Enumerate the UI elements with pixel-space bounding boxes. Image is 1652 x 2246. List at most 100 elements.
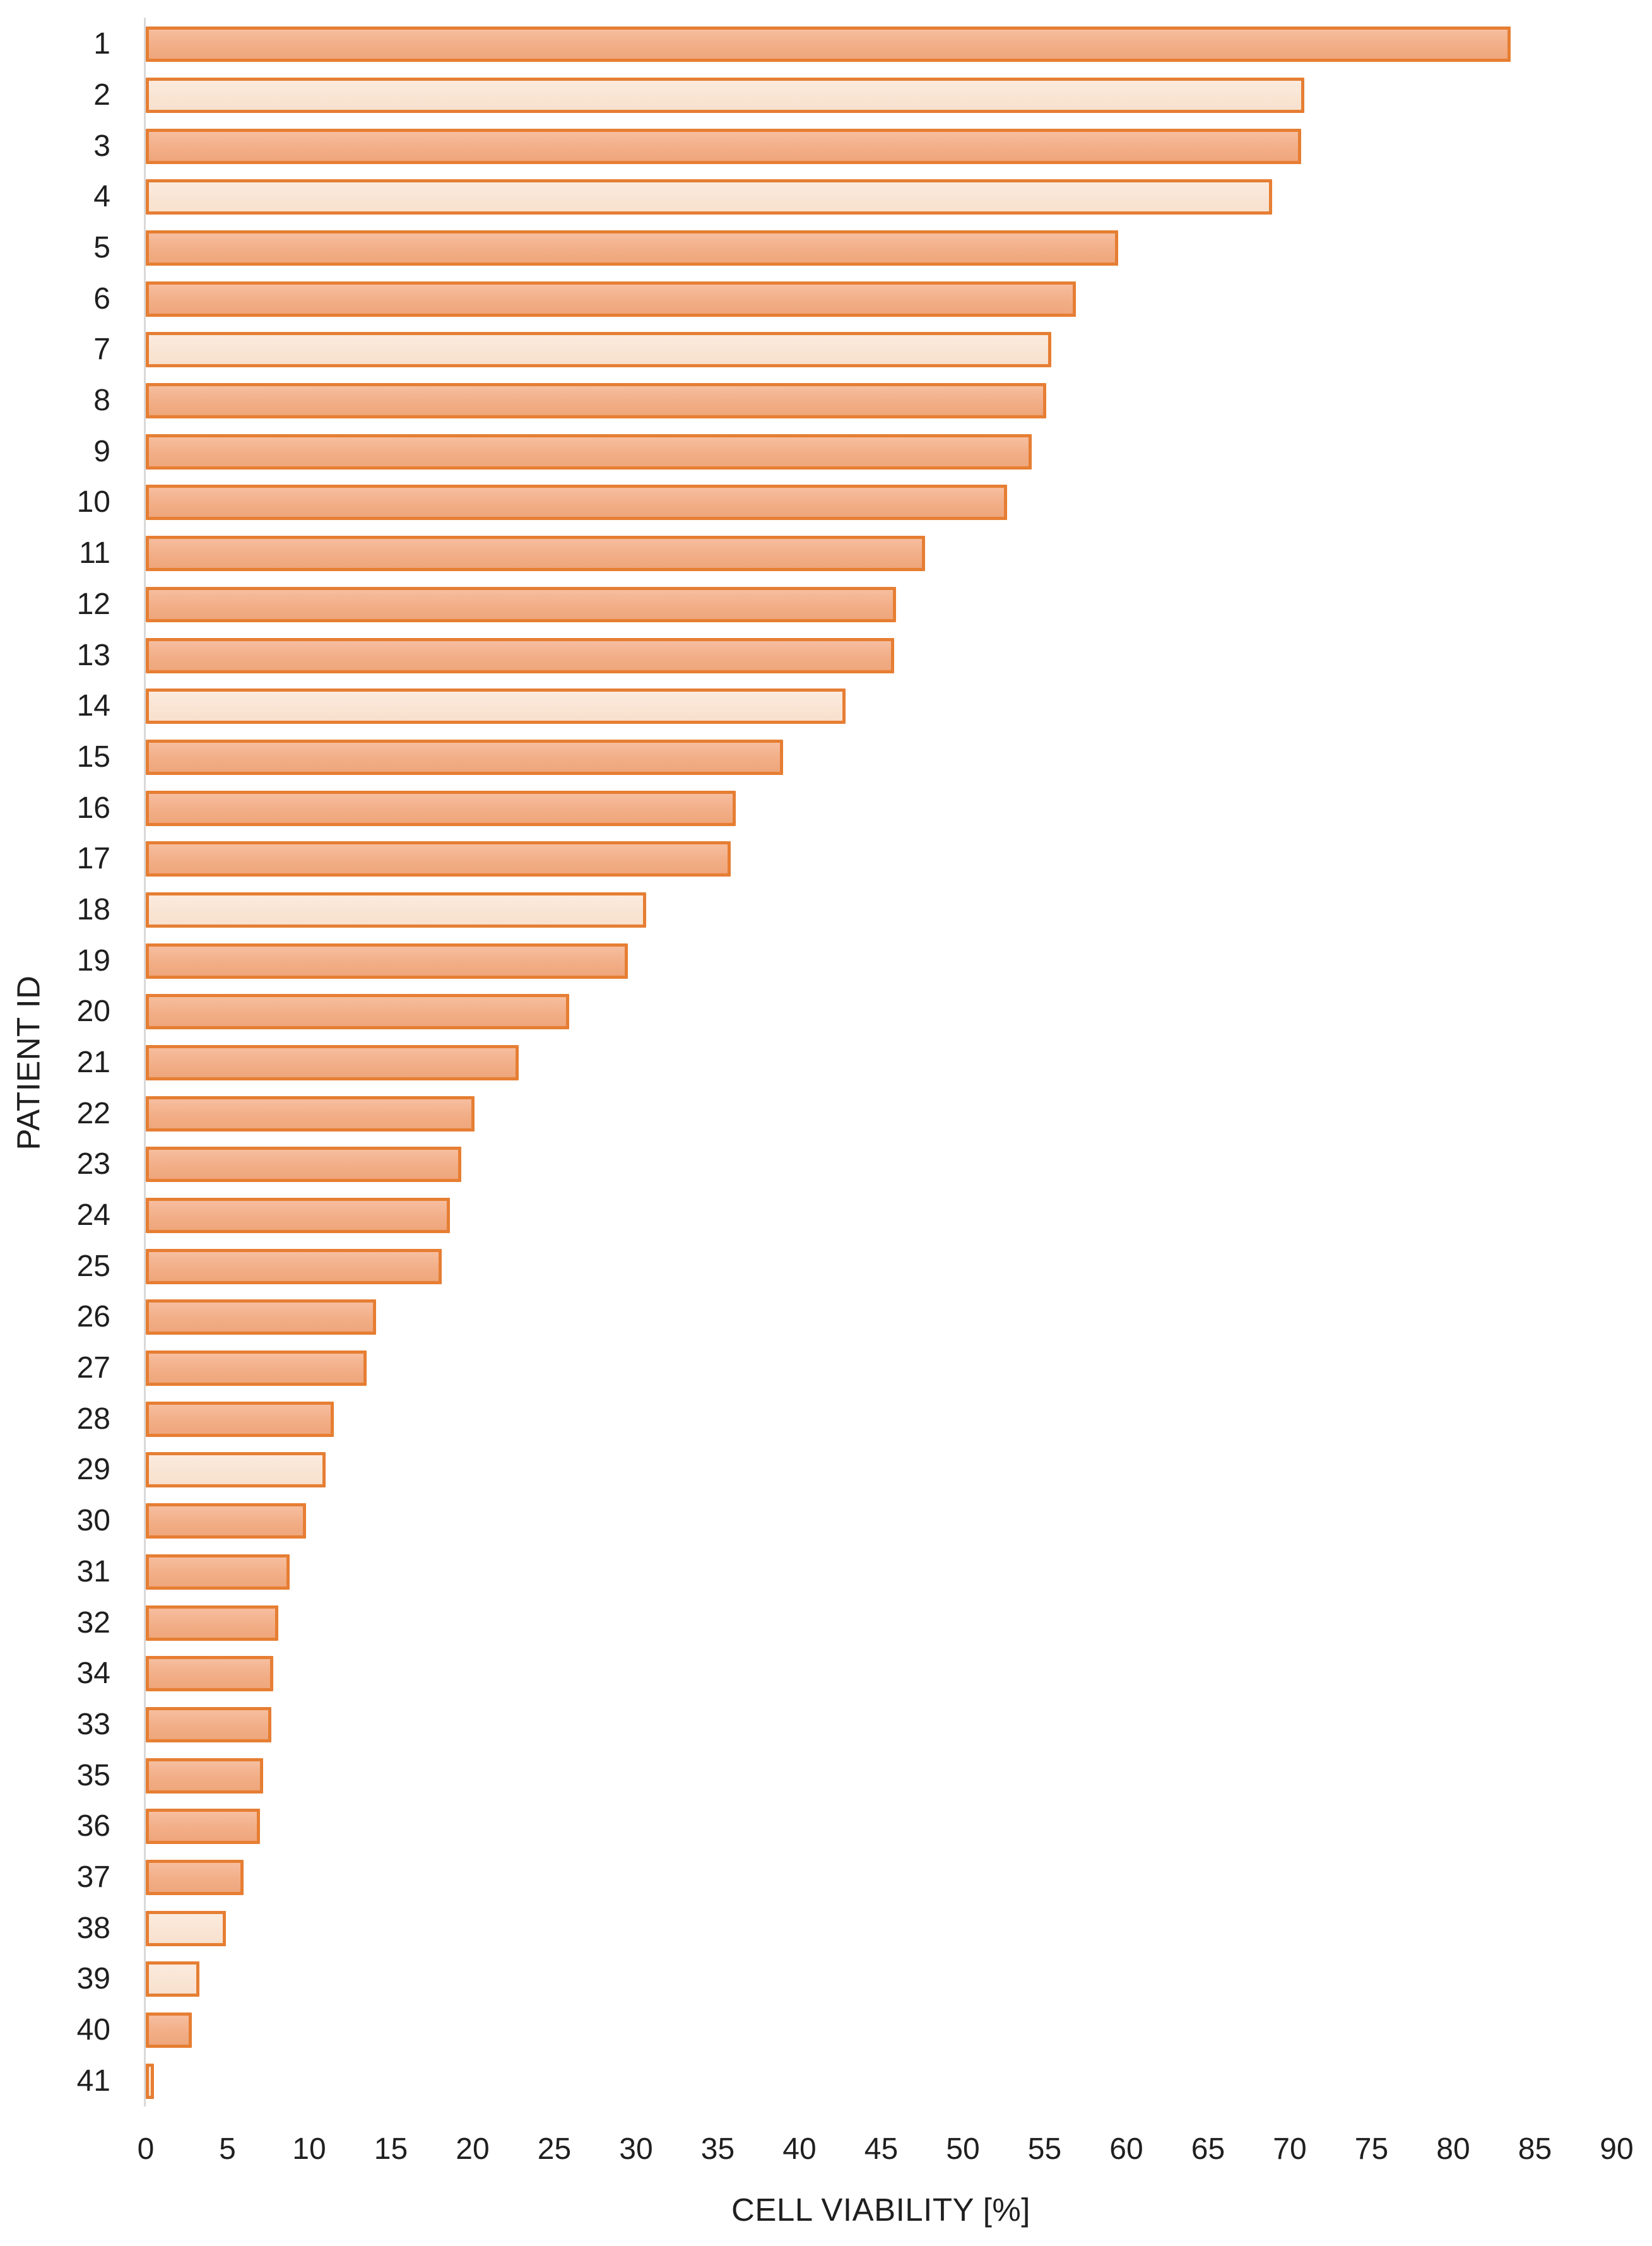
y-label-patient-30: 30 (76, 1504, 110, 1538)
x-tick-60: 60 (1109, 2132, 1143, 2166)
x-tick-0: 0 (137, 2132, 155, 2166)
y-label-patient-10: 10 (76, 485, 110, 519)
y-label-patient-17: 17 (76, 842, 110, 876)
y-label-patient-26: 26 (76, 1300, 110, 1334)
y-label-patient-20: 20 (76, 995, 110, 1029)
bar-patient-20 (146, 994, 569, 1030)
y-label-patient-12: 12 (76, 587, 110, 621)
bar-patient-38 (146, 1910, 226, 1946)
y-label-patient-35: 35 (76, 1758, 110, 1792)
y-label-patient-14: 14 (76, 689, 110, 723)
y-label-patient-34: 34 (76, 1657, 110, 1691)
y-label-patient-13: 13 (76, 638, 110, 672)
bar-patient-18 (146, 892, 646, 928)
y-label-patient-11: 11 (79, 536, 110, 570)
x-tick-85: 85 (1518, 2132, 1552, 2166)
x-tick-10: 10 (292, 2132, 326, 2166)
bar-patient-15 (146, 739, 784, 775)
x-tick-15: 15 (374, 2132, 408, 2166)
y-label-patient-40: 40 (76, 2013, 110, 2047)
bar-patient-27 (146, 1351, 367, 1386)
y-label-patient-29: 29 (76, 1453, 110, 1487)
bar-patient-11 (146, 536, 926, 572)
x-tick-80: 80 (1436, 2132, 1470, 2166)
x-tick-55: 55 (1027, 2132, 1062, 2166)
y-label-patient-3: 3 (93, 129, 110, 163)
y-label-patient-1: 1 (93, 27, 110, 61)
bar-patient-33 (146, 1706, 272, 1742)
bar-patient-28 (146, 1401, 334, 1437)
x-tick-25: 25 (537, 2132, 572, 2166)
bar-patient-22 (146, 1096, 475, 1132)
bar-patient-24 (146, 1198, 450, 1234)
y-label-patient-28: 28 (76, 1402, 110, 1436)
y-label-patient-31: 31 (76, 1554, 110, 1588)
bar-patient-3 (146, 128, 1302, 164)
y-label-patient-33: 33 (76, 1707, 110, 1741)
x-tick-5: 5 (219, 2132, 236, 2166)
bar-patient-1 (146, 27, 1511, 62)
y-label-patient-5: 5 (93, 231, 110, 265)
bar-patient-12 (146, 586, 896, 622)
bar-patient-36 (146, 1809, 261, 1845)
y-label-patient-27: 27 (76, 1351, 110, 1385)
x-tick-90: 90 (1600, 2132, 1634, 2166)
y-label-patient-18: 18 (76, 892, 110, 926)
y-label-patient-2: 2 (93, 78, 110, 112)
bar-patient-35 (146, 1758, 264, 1794)
y-label-patient-21: 21 (76, 1046, 110, 1079)
y-label-patient-32: 32 (76, 1605, 110, 1640)
bar-patient-5 (146, 230, 1119, 266)
x-tick-40: 40 (782, 2132, 817, 2166)
bar-patient-41 (146, 2063, 154, 2099)
bar-patient-40 (146, 2012, 192, 2048)
x-tick-65: 65 (1191, 2132, 1225, 2166)
bar-patient-29 (146, 1452, 326, 1488)
bar-patient-7 (146, 332, 1051, 368)
bar-patient-34 (146, 1656, 274, 1692)
bar-patient-8 (146, 383, 1047, 419)
y-label-patient-38: 38 (76, 1911, 110, 1945)
x-tick-70: 70 (1273, 2132, 1307, 2166)
bar-patient-14 (146, 689, 846, 724)
y-label-patient-4: 4 (93, 180, 110, 214)
bar-patient-23 (146, 1147, 461, 1183)
x-tick-45: 45 (864, 2132, 899, 2166)
bar-patient-19 (146, 943, 628, 979)
bar-patient-26 (146, 1299, 377, 1335)
x-axis-title: CELL VIABILITY [%] (731, 2192, 1030, 2228)
bar-patient-2 (146, 78, 1305, 114)
bar-patient-39 (146, 1961, 200, 1997)
bar-patient-30 (146, 1503, 306, 1539)
bar-patient-21 (146, 1045, 519, 1080)
y-label-patient-23: 23 (76, 1147, 110, 1181)
y-axis-line (144, 18, 146, 2107)
y-label-patient-6: 6 (93, 281, 110, 316)
x-tick-50: 50 (946, 2132, 980, 2166)
bar-patient-13 (146, 637, 895, 673)
bar-patient-4 (146, 179, 1272, 215)
bar-patient-32 (146, 1605, 278, 1641)
bar-patient-31 (146, 1554, 290, 1590)
y-label-patient-16: 16 (76, 791, 110, 825)
y-label-patient-15: 15 (76, 740, 110, 774)
bar-patient-37 (146, 1859, 244, 1895)
bar-patient-9 (146, 434, 1032, 470)
y-label-patient-36: 36 (76, 1809, 110, 1843)
bar-patient-6 (146, 281, 1076, 317)
y-label-patient-8: 8 (93, 384, 110, 418)
y-label-patient-24: 24 (76, 1198, 110, 1232)
x-tick-20: 20 (456, 2132, 490, 2166)
x-tick-75: 75 (1354, 2132, 1389, 2166)
y-label-patient-7: 7 (93, 333, 110, 367)
y-label-patient-39: 39 (76, 1962, 110, 1996)
y-label-patient-22: 22 (76, 1096, 110, 1130)
y-label-patient-9: 9 (93, 434, 110, 468)
y-label-patient-37: 37 (76, 1860, 110, 1894)
bar-patient-25 (146, 1248, 442, 1284)
bar-patient-16 (146, 790, 736, 826)
x-tick-35: 35 (700, 2132, 735, 2166)
bar-patient-10 (146, 485, 1007, 521)
y-label-patient-41: 41 (76, 2064, 110, 2098)
